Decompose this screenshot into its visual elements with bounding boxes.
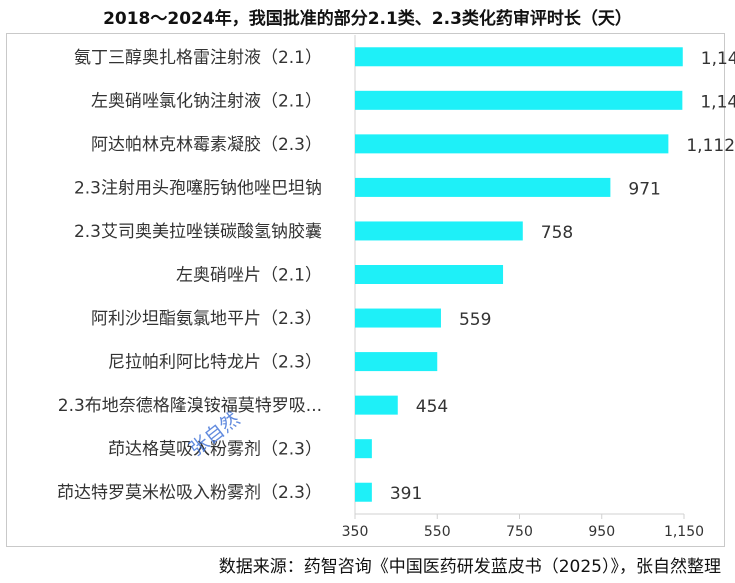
- x-tick-label: 750: [506, 524, 533, 540]
- bar: [355, 47, 683, 67]
- category-label: 阿利沙坦酯氨氯地平片（2.3）: [91, 309, 322, 329]
- category-label: 左奥硝唑片（2.1）: [176, 266, 322, 286]
- x-tick-label: 1,150: [664, 524, 704, 540]
- bar: [355, 482, 372, 502]
- bar: [355, 221, 523, 241]
- data-label: 758: [541, 223, 573, 243]
- x-tick-label: 550: [424, 524, 451, 540]
- source-note: 数据来源：药智咨询《中国医药研发蓝皮书（2025）》，张自然整理: [218, 557, 721, 577]
- data-label: 1,146: [700, 92, 735, 112]
- category-label: 左奥硝唑氯化钠注射液（2.1）: [91, 91, 322, 111]
- data-label: 1,147: [701, 49, 735, 69]
- data-label: 454: [416, 397, 448, 417]
- x-tick-label: 950: [588, 524, 615, 540]
- bar: [355, 90, 683, 110]
- bar: [355, 395, 398, 415]
- category-label: 茚达特罗莫米松吸入粉雾剂（2.3）: [57, 483, 322, 503]
- data-label: 391: [390, 484, 422, 504]
- category-label: 2.3注射用头孢噻肟钠他唑巴坦钠: [74, 178, 322, 198]
- bar: [355, 134, 669, 154]
- data-label: 971: [628, 179, 660, 199]
- category-label: 阿达帕林克林霉素凝胶（2.3）: [91, 135, 322, 155]
- category-label: 尼拉帕利阿比特龙片（2.3）: [108, 353, 322, 373]
- data-label: 1,112: [686, 136, 735, 156]
- x-tick-label: 350: [342, 524, 369, 540]
- category-label: 2.3布地奈德格隆溴铵福莫特罗吸...: [58, 396, 322, 416]
- bar: [355, 265, 504, 284]
- category-label: 茚达格莫吸入粉雾剂（2.3）: [108, 440, 322, 460]
- category-label: 氨丁三醇奥扎格雷注射液（2.1）: [74, 48, 322, 68]
- category-label: 2.3艾司奥美拉唑镁碳酸氢钠胶囊: [74, 222, 322, 242]
- chart-frame: [6, 33, 725, 547]
- bar: [355, 439, 372, 459]
- data-label: 559: [459, 310, 491, 330]
- bar: [355, 352, 438, 372]
- bar: [355, 177, 611, 197]
- chart-title: 2018～2024年，我国批准的部分2.1类、2.3类化药审评时长（天）: [103, 9, 632, 29]
- bar: [355, 308, 441, 328]
